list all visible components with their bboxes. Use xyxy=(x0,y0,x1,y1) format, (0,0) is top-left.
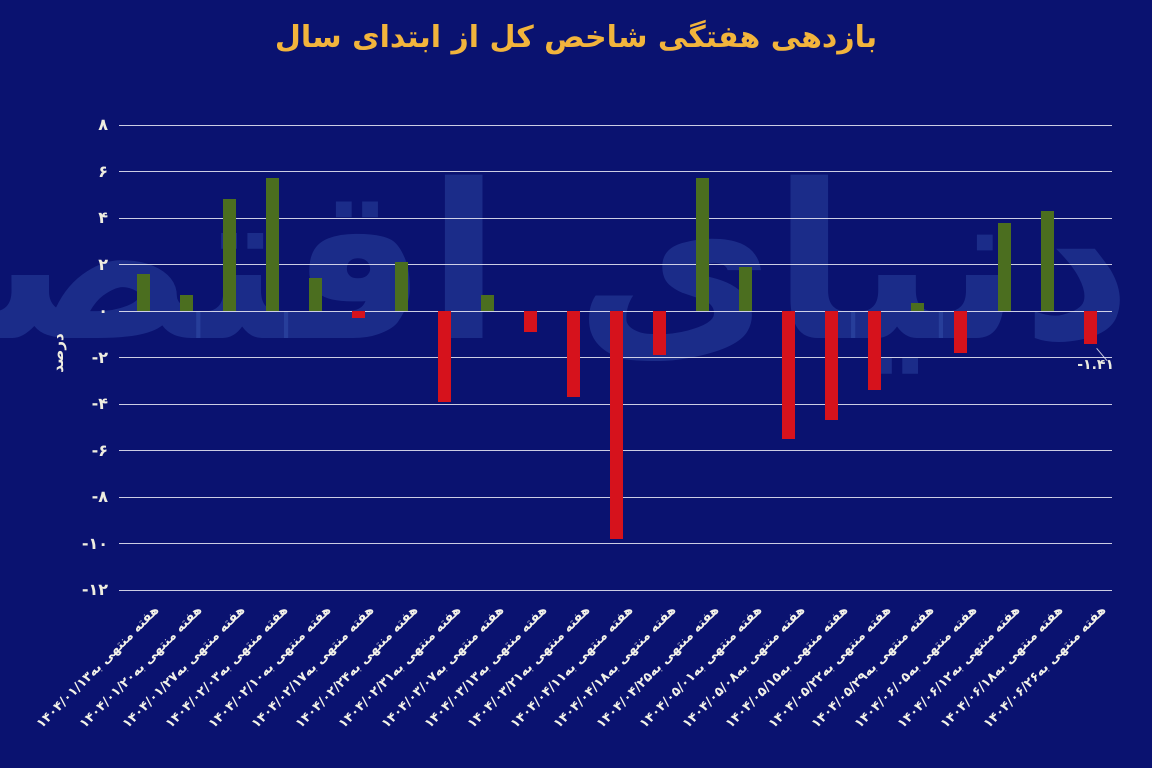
bar-positive xyxy=(739,266,753,311)
y-tick-label: -۴ xyxy=(91,394,108,413)
bar-negative xyxy=(782,311,796,439)
bar-positive xyxy=(265,178,279,311)
bar-negative xyxy=(437,311,451,402)
bar-negative xyxy=(825,311,839,421)
y-tick-label: -۸ xyxy=(91,487,108,506)
y-tick-label: ۰ xyxy=(98,301,108,320)
gridline xyxy=(119,217,1112,219)
y-tick-label: ۲ xyxy=(98,254,108,274)
bar-positive xyxy=(911,302,925,311)
bar-positive xyxy=(480,294,494,311)
bar-positive xyxy=(222,199,236,311)
bar-negative xyxy=(954,311,968,353)
y-tick-label: -۶ xyxy=(91,440,108,460)
bar-negative xyxy=(868,311,882,391)
gridline xyxy=(119,124,1112,126)
y-tick-label: ۴ xyxy=(98,208,108,227)
bar-negative xyxy=(610,311,624,539)
y-tick-label: -۱۲ xyxy=(81,580,108,599)
last-bar-annotation: -۱.۴۱ xyxy=(1077,357,1114,373)
bar-negative xyxy=(523,311,537,332)
gridline xyxy=(119,543,1112,544)
gridline xyxy=(119,589,1112,591)
bar-negative xyxy=(653,311,667,356)
bar-negative xyxy=(567,311,580,398)
y-tick-label: ۸ xyxy=(98,115,108,134)
bar-negative xyxy=(351,311,365,318)
bar-positive xyxy=(179,294,193,311)
y-tick-label: -۱۰ xyxy=(81,533,108,553)
chart-title: بازدهی هفتگی شاخص کل از ابتدای سال xyxy=(274,20,878,55)
bar-positive xyxy=(997,222,1011,311)
y-tick-label: ۶ xyxy=(98,161,108,181)
bar-positive xyxy=(696,178,710,311)
bar-negative xyxy=(1083,311,1097,344)
bar-positive xyxy=(136,273,150,311)
y-tick-label: -۲ xyxy=(91,347,108,367)
bar-positive xyxy=(308,278,322,311)
bar-positive xyxy=(394,262,408,311)
bar-positive xyxy=(1040,211,1054,311)
gridline xyxy=(119,264,1112,265)
gridline xyxy=(119,171,1112,172)
